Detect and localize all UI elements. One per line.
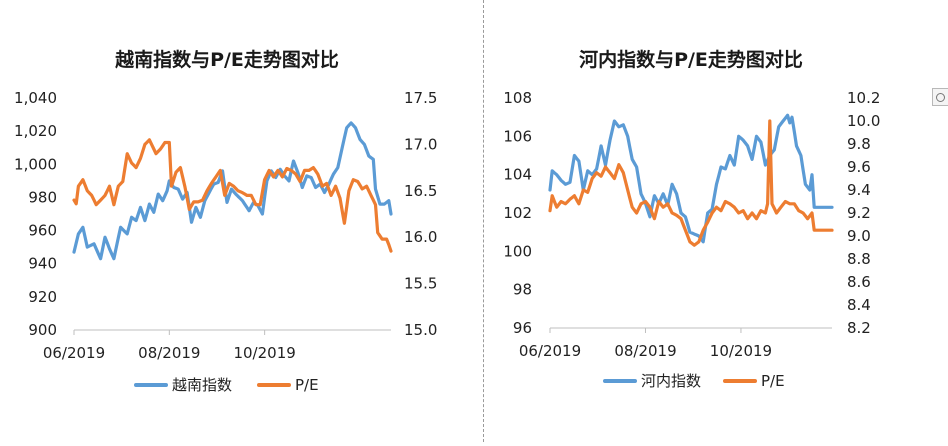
y-right-tick-label: 16.5 (404, 182, 437, 200)
y-left-tick-label: 920 (28, 288, 57, 306)
y-right-tick-label: 9.6 (847, 158, 871, 176)
chart-panel-hnx: 河内指数与P/E走势图对比 108 106 104 102 100 98 96 10.2 10.… (485, 0, 948, 442)
legend-label: 越南指数 (172, 376, 232, 394)
y-right-tick-label: 17.5 (404, 89, 437, 107)
y-left-tick-label: 1,020 (14, 122, 57, 140)
magnifier-icon (936, 93, 945, 102)
panel-divider (483, 0, 484, 442)
series-line-index (548, 113, 834, 244)
y-right-tick-label: 17.0 (404, 135, 437, 153)
y-left-tick-label: 1,040 (14, 89, 57, 107)
chart-hnx: 河内指数与P/E走势图对比 108 106 104 102 100 98 96 10.2 10.… (503, 48, 880, 390)
x-tick-label: 06/2019 (43, 344, 105, 362)
y-left-tick-label: 104 (503, 166, 532, 184)
y-right-tick-label: 9.4 (847, 181, 871, 199)
series-line-pe (72, 138, 393, 253)
y-left-tick-label: 96 (513, 319, 532, 337)
y-left-tick-label: 1,000 (14, 155, 57, 173)
x-tick-label: 06/2019 (519, 342, 581, 360)
y-left-tick-label: 102 (503, 204, 532, 222)
y-right-tick-label: 8.4 (847, 296, 871, 314)
y-right-tick-label: 9.2 (847, 204, 871, 222)
y-right-tick-label: 9.0 (847, 227, 871, 245)
y-right-tick-label: 8.6 (847, 273, 871, 291)
legend-label: P/E (761, 372, 785, 390)
x-tick-label: 08/2019 (614, 342, 676, 360)
x-tick-label: 08/2019 (138, 344, 200, 362)
y-left-tick-label: 900 (28, 321, 57, 339)
y-left-tick-label: 960 (28, 222, 57, 240)
y-right-tick-label: 10.2 (847, 89, 880, 107)
y-left-tick-label: 940 (28, 255, 57, 273)
y-right-tick-label: 9.8 (847, 135, 871, 153)
x-tick-label: 10/2019 (233, 344, 295, 362)
x-tick-label: 10/2019 (710, 342, 772, 360)
series-line-pe (548, 119, 834, 247)
y-left-tick-label: 980 (28, 188, 57, 206)
chart-panel-vn: 越南指数与P/E走势图对比 1,040 1,020 1,000 980 960 940 92… (14, 48, 437, 394)
y-right-tick-label: 8.8 (847, 250, 871, 268)
chart-vn: 越南指数与P/E走势图对比 1,040 1,020 1,000 980 960 940 92… (14, 48, 437, 394)
series-line-index (72, 121, 393, 261)
legend-label: P/E (295, 376, 319, 394)
y-left-tick-label: 98 (513, 281, 532, 299)
y-left-tick-label: 100 (503, 242, 532, 260)
magnifier-button[interactable] (932, 88, 948, 106)
y-right-tick-label: 8.2 (847, 319, 871, 337)
y-right-tick-label: 15.5 (404, 275, 437, 293)
legend-label: 河内指数 (641, 372, 701, 390)
y-right-tick-label: 15.0 (404, 321, 437, 339)
y-right-tick-label: 16.0 (404, 228, 437, 246)
chart-title: 河内指数与P/E走势图对比 (579, 48, 803, 71)
y-left-tick-label: 106 (503, 127, 532, 145)
y-right-tick-label: 10.0 (847, 112, 880, 130)
chart-title: 越南指数与P/E走势图对比 (114, 48, 339, 71)
y-left-tick-label: 108 (503, 89, 532, 107)
